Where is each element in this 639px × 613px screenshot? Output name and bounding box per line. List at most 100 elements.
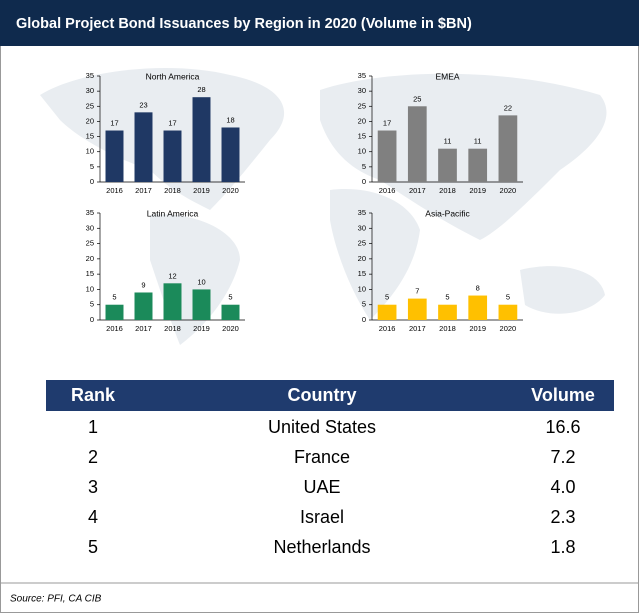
y-tick-label: 0 xyxy=(90,315,94,324)
data-label: 22 xyxy=(504,103,512,112)
y-tick-label: 25 xyxy=(358,239,366,248)
data-label: 5 xyxy=(228,293,232,302)
bar xyxy=(377,304,397,320)
chart-title: North America xyxy=(146,71,200,81)
bar xyxy=(105,304,124,320)
x-tick-label: 2020 xyxy=(500,324,517,333)
bar xyxy=(468,295,488,320)
bar xyxy=(192,97,211,182)
data-label: 5 xyxy=(506,293,510,302)
bar xyxy=(407,106,427,182)
y-tick-label: 25 xyxy=(86,101,94,110)
bar xyxy=(163,130,182,182)
column-header: Rank xyxy=(71,385,116,405)
x-tick-label: 2016 xyxy=(379,324,396,333)
data-label: 5 xyxy=(385,293,389,302)
y-tick-label: 20 xyxy=(358,254,366,263)
table-cell: 7.2 xyxy=(550,447,575,467)
data-label: 9 xyxy=(141,280,145,289)
y-tick-label: 10 xyxy=(86,284,94,293)
table-cell: UAE xyxy=(303,477,340,497)
y-tick-label: 35 xyxy=(358,71,366,80)
column-header: Country xyxy=(288,385,357,405)
bar xyxy=(468,148,488,182)
x-tick-label: 2017 xyxy=(135,324,152,333)
table-cell: 3 xyxy=(88,477,98,497)
data-label: 5 xyxy=(112,293,116,302)
data-label: 17 xyxy=(110,118,118,127)
y-tick-label: 20 xyxy=(86,116,94,125)
header-bar xyxy=(0,0,639,46)
data-label: 8 xyxy=(476,284,480,293)
table-cell: France xyxy=(294,447,350,467)
y-tick-label: 25 xyxy=(86,239,94,248)
x-tick-label: 2019 xyxy=(193,324,210,333)
y-tick-label: 35 xyxy=(86,208,94,217)
y-tick-label: 20 xyxy=(358,116,366,125)
chart-title: EMEA xyxy=(435,71,459,81)
y-tick-label: 20 xyxy=(86,254,94,263)
x-tick-label: 2020 xyxy=(222,324,239,333)
table-cell: 1 xyxy=(88,417,98,437)
chart-title: Asia-Pacific xyxy=(425,208,470,218)
y-tick-label: 10 xyxy=(358,284,366,293)
column-header: Volume xyxy=(531,385,595,405)
x-tick-label: 2019 xyxy=(193,186,210,195)
table: Rank Country Volume 1 United States 16.6 2 Fran… xyxy=(71,385,595,557)
table-cell: 5 xyxy=(88,537,98,557)
source: Source: PFI, CA CIB xyxy=(10,594,102,605)
y-tick-label: 30 xyxy=(358,223,366,232)
x-tick-label: 2018 xyxy=(164,324,181,333)
bar xyxy=(377,130,397,182)
y-tick-label: 25 xyxy=(358,101,366,110)
data-label: 17 xyxy=(383,118,391,127)
table-cell: 1.8 xyxy=(550,537,575,557)
y-tick-label: 35 xyxy=(358,208,366,217)
y-tick-label: 35 xyxy=(86,71,94,80)
data-label: 10 xyxy=(197,277,205,286)
x-tick-label: 2017 xyxy=(409,324,426,333)
x-tick-label: 2016 xyxy=(106,324,123,333)
y-tick-label: 10 xyxy=(86,147,94,156)
x-tick-label: 2018 xyxy=(439,324,456,333)
charts: North America051015202530351720162320171… xyxy=(86,71,523,333)
bar xyxy=(105,130,124,182)
x-tick-label: 2016 xyxy=(379,186,396,195)
data-label: 25 xyxy=(413,94,421,103)
table-cell: 2.3 xyxy=(550,507,575,527)
y-tick-label: 15 xyxy=(86,132,94,141)
table-cell: Israel xyxy=(300,507,344,527)
bar xyxy=(134,292,153,320)
data-label: 5 xyxy=(445,293,449,302)
y-tick-label: 0 xyxy=(90,177,94,186)
table-cell: 16.6 xyxy=(545,417,580,437)
y-tick-label: 5 xyxy=(90,300,94,309)
chart-title: Latin America xyxy=(147,208,199,218)
bar xyxy=(438,148,457,182)
bar xyxy=(221,127,240,182)
table-cell: 4.0 xyxy=(550,477,575,497)
y-tick-label: 30 xyxy=(86,86,94,95)
x-tick-label: 2018 xyxy=(439,186,456,195)
y-tick-label: 15 xyxy=(358,132,366,141)
data-label: 11 xyxy=(444,137,452,146)
data-label: 17 xyxy=(168,118,176,127)
data-label: 7 xyxy=(415,287,419,296)
data-label: 12 xyxy=(168,271,176,280)
x-tick-label: 2020 xyxy=(500,186,517,195)
data-label: 28 xyxy=(197,85,205,94)
x-tick-label: 2019 xyxy=(469,186,486,195)
table-cell: 2 xyxy=(88,447,98,467)
y-tick-label: 0 xyxy=(362,315,366,324)
table-cell: United States xyxy=(268,417,376,437)
x-tick-label: 2019 xyxy=(469,324,486,333)
y-tick-label: 10 xyxy=(358,147,366,156)
data-label: 11 xyxy=(474,137,482,146)
x-tick-label: 2020 xyxy=(222,186,239,195)
x-tick-label: 2018 xyxy=(164,186,181,195)
bar xyxy=(498,115,518,182)
y-tick-label: 0 xyxy=(362,177,366,186)
bar xyxy=(134,112,153,182)
y-tick-label: 30 xyxy=(86,223,94,232)
